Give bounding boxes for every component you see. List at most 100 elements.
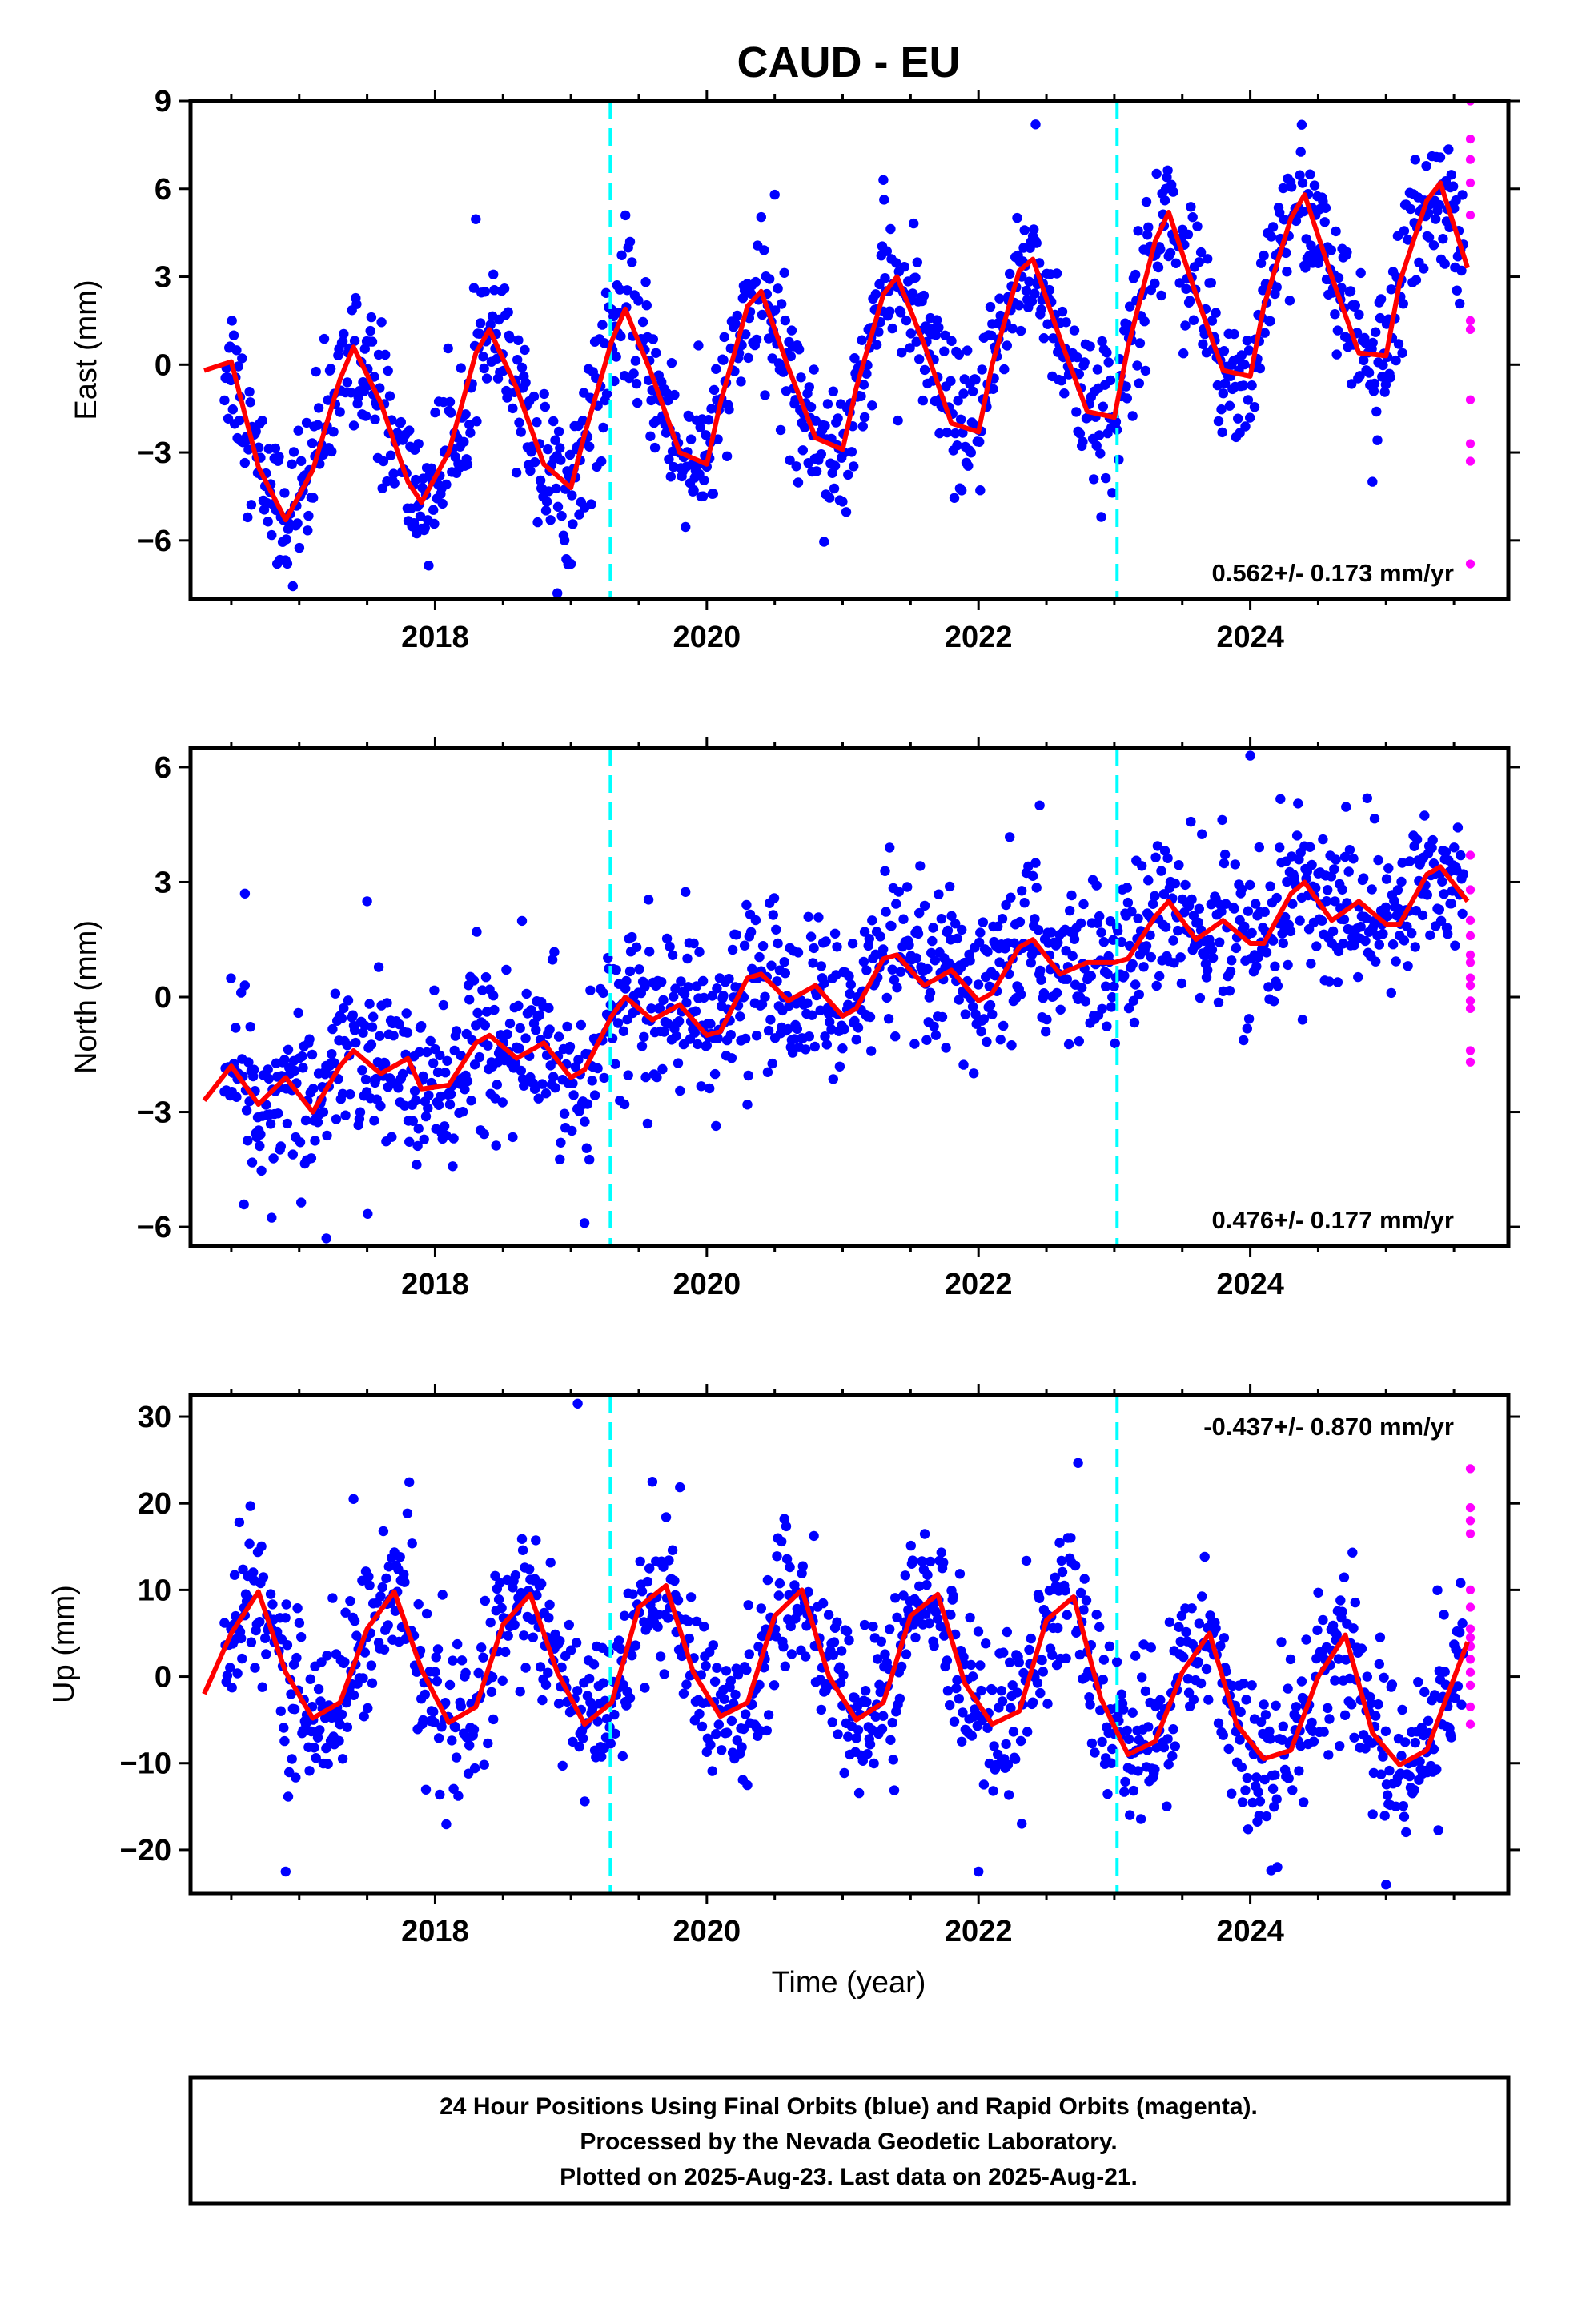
final-orbit-point xyxy=(1140,1686,1151,1696)
final-orbit-point xyxy=(774,1578,785,1589)
final-orbit-point xyxy=(255,1129,266,1140)
final-orbit-point xyxy=(404,1136,415,1148)
final-orbit-point xyxy=(425,1035,436,1047)
rapid-orbit-point xyxy=(1465,1516,1476,1526)
final-orbit-point xyxy=(684,1633,694,1644)
final-orbit-point xyxy=(1421,161,1431,171)
rapid-orbit-point xyxy=(1465,885,1476,895)
final-orbit-point xyxy=(323,1759,333,1769)
final-orbit-point xyxy=(565,558,576,569)
final-orbit-point xyxy=(550,435,560,445)
final-orbit-point xyxy=(279,1735,290,1747)
final-orbit-point xyxy=(340,1110,351,1120)
final-orbit-point xyxy=(1057,1566,1068,1578)
y-tick-label: 0 xyxy=(155,1661,171,1695)
final-orbit-point xyxy=(304,1766,315,1776)
final-orbit-point xyxy=(843,469,853,480)
final-orbit-point xyxy=(675,1085,685,1096)
final-orbit-point xyxy=(1411,275,1422,285)
final-orbit-point xyxy=(881,992,893,1003)
final-orbit-point xyxy=(910,1632,921,1643)
final-orbit-point xyxy=(997,914,1008,924)
final-orbit-point xyxy=(444,396,456,408)
final-orbit-point xyxy=(966,1731,978,1741)
final-orbit-point xyxy=(377,1582,387,1593)
final-orbit-point xyxy=(1269,1802,1279,1812)
final-orbit-point xyxy=(864,934,875,944)
final-orbit-point xyxy=(256,1165,267,1176)
final-orbit-point xyxy=(861,965,872,975)
final-orbit-point xyxy=(1213,997,1224,1008)
final-orbit-point xyxy=(707,991,717,1001)
final-orbit-point xyxy=(978,917,989,927)
final-orbit-point xyxy=(485,320,496,330)
final-orbit-point xyxy=(478,352,488,362)
final-orbit-point xyxy=(701,1660,711,1671)
final-orbit-point xyxy=(239,457,250,468)
final-orbit-point xyxy=(699,1622,709,1632)
final-orbit-point xyxy=(1097,1003,1107,1015)
final-orbit-point xyxy=(1265,316,1275,327)
final-orbit-point xyxy=(1446,170,1457,180)
final-orbit-point xyxy=(282,1640,293,1651)
final-orbit-point xyxy=(1443,929,1453,939)
final-orbit-point xyxy=(939,346,950,356)
final-orbit-point xyxy=(1407,928,1417,939)
final-orbit-point xyxy=(779,957,789,967)
final-orbit-point xyxy=(651,348,661,358)
final-orbit-point xyxy=(709,1676,721,1687)
y-tick-label: −3 xyxy=(137,436,171,470)
final-orbit-point xyxy=(411,1095,421,1106)
final-orbit-point xyxy=(1285,1654,1296,1665)
final-orbit-point xyxy=(1449,842,1460,853)
final-orbit-point xyxy=(1283,1773,1294,1783)
final-orbit-point xyxy=(1089,474,1099,485)
final-orbit-point xyxy=(844,1635,854,1646)
final-orbit-point xyxy=(1182,1674,1194,1684)
final-orbit-point xyxy=(642,1576,653,1587)
final-orbit-point xyxy=(1380,380,1391,390)
final-orbit-point xyxy=(1431,214,1441,224)
final-orbit-point xyxy=(543,1667,553,1678)
final-orbit-point xyxy=(1130,979,1141,990)
final-orbit-point xyxy=(515,1687,525,1697)
final-orbit-point xyxy=(708,489,718,499)
final-orbit-point xyxy=(415,511,426,521)
final-orbit-point xyxy=(436,1091,446,1102)
final-orbit-point xyxy=(1221,899,1231,909)
final-orbit-point xyxy=(439,1121,450,1132)
final-orbit-point xyxy=(267,1212,277,1223)
final-orbit-point xyxy=(711,1729,721,1739)
final-orbit-point xyxy=(1245,879,1255,891)
final-orbit-point xyxy=(1030,914,1040,924)
final-orbit-point xyxy=(445,1089,456,1100)
final-orbit-point xyxy=(547,955,558,965)
final-orbit-point xyxy=(263,1064,273,1075)
final-orbit-point xyxy=(960,1009,971,1019)
final-orbit-point xyxy=(739,940,750,951)
final-orbit-point xyxy=(666,358,677,368)
final-orbit-point xyxy=(573,1055,584,1065)
final-orbit-point xyxy=(445,408,456,418)
final-orbit-point xyxy=(325,364,336,374)
final-orbit-point xyxy=(367,1022,378,1032)
final-orbit-point xyxy=(1434,904,1445,915)
final-orbit-point xyxy=(1027,870,1038,882)
final-orbit-point xyxy=(857,335,867,345)
final-orbit-point xyxy=(586,499,596,509)
final-orbit-point xyxy=(780,1661,790,1671)
final-orbit-point xyxy=(233,361,243,372)
final-orbit-point xyxy=(1079,1574,1090,1584)
final-orbit-point xyxy=(1175,952,1186,963)
final-orbit-point xyxy=(327,1049,337,1059)
final-orbit-point xyxy=(1102,968,1113,979)
final-orbit-point xyxy=(1456,1699,1467,1710)
final-orbit-point xyxy=(1086,1738,1098,1749)
final-orbit-point xyxy=(1428,1744,1439,1755)
final-orbit-point xyxy=(513,1000,524,1011)
final-orbit-point xyxy=(1017,1819,1027,1829)
final-orbit-point xyxy=(1010,1754,1021,1764)
final-orbit-point xyxy=(456,1655,468,1666)
final-orbit-point xyxy=(1145,930,1155,941)
final-orbit-point xyxy=(1141,196,1152,207)
